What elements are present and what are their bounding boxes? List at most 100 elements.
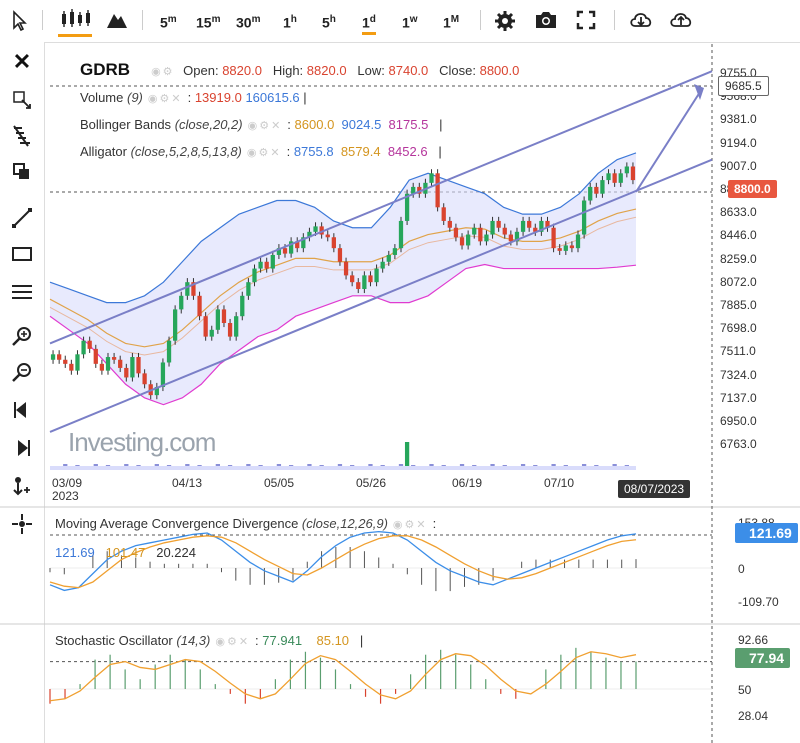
candle-body [172,309,178,341]
stoch-d-value: 85.10 [316,633,350,648]
date-tick: 05/05 [264,476,295,490]
cursor-icon[interactable] [12,10,28,32]
candle-body [600,180,605,194]
candle-body [539,220,544,232]
bollinger-mid-line [49,208,637,348]
close-icon[interactable]: ✕ [12,49,32,74]
alligator-line [49,216,637,356]
mountain-icon[interactable] [106,10,128,30]
stoch-label: Stochastic Oscillator [55,633,173,648]
price-tick: 8633.0 [720,205,757,220]
candle-body [288,241,294,254]
fullscreen-icon[interactable] [576,10,596,30]
year-label: 2023 [52,489,79,503]
candle-body [545,220,550,228]
timeframe-15m[interactable]: 15m [196,14,221,31]
candle-body [374,268,379,283]
close-value: 8800.0 [479,63,520,78]
camera-icon[interactable] [534,10,558,30]
copy-icon[interactable] [10,160,34,184]
candle-body [350,275,355,283]
legend-controls[interactable]: ◉⚙✕ [246,147,282,159]
macd-signal-line [49,535,637,589]
candle-body [496,220,501,228]
candle-body [87,340,92,349]
timeframe-30m[interactable]: 30m [236,14,261,31]
lock-icon[interactable] [10,512,34,536]
candle-body [508,234,514,242]
volume-label: Volume [80,90,124,105]
candle-body [81,340,86,355]
candle-body [118,359,123,368]
magnet-icon[interactable] [10,474,34,498]
legend-controls[interactable]: ◉⚙✕ [147,93,183,105]
timeframe-5h[interactable]: 5h [322,14,336,31]
macd-tick-bottom: -109.70 [738,595,779,609]
bb-params: (close,20,2) [174,117,243,132]
price-tick: 7885.0 [720,298,757,312]
candle-body [50,354,56,360]
candle-body [392,248,398,255]
price-tick: 8072.0 [720,274,757,289]
candle-body [331,237,336,249]
candle-body [276,248,282,255]
volume-ma-area [50,466,636,470]
bb-lower-value: 8175.5 [388,117,429,132]
stoch-tick-top: 92.66 [738,633,769,647]
candle-body [179,295,184,310]
candle-body [264,261,269,269]
macd-params: (close,12,26,9) [301,516,388,531]
watermark-logo: Investing.com [68,427,216,457]
candle-body [307,231,312,238]
prev-icon[interactable] [10,398,34,422]
alligator-teeth-value: 8579.4 [340,144,381,159]
timeframe-1h[interactable]: 1h [283,14,297,31]
candle-body [459,237,465,246]
timeframe-1w[interactable]: 1w [402,14,418,31]
download-icon[interactable] [628,8,654,32]
toolbar-separator [142,10,143,30]
legend-controls[interactable]: ◉⚙✕ [392,519,428,531]
candlestick-icon[interactable] [58,6,92,37]
candle-body [404,193,410,221]
candle-body [447,220,452,228]
candle-body [154,386,159,396]
candle-body [258,261,263,269]
candle-body [191,282,196,296]
bb-upper-value: 9024.5 [341,117,382,132]
price-tick: 8259.0 [720,251,757,266]
candle-body [435,173,440,208]
next-icon[interactable] [10,436,34,460]
candle-body [160,362,166,387]
volume-ma-value: 160615.6 [245,90,300,105]
trend-channel-lower [49,158,713,433]
gear-icon[interactable] [494,10,516,32]
price-tick: 7511.0 [720,344,756,359]
timeframe-1M[interactable]: 1M [443,14,460,31]
timeframe-5m[interactable]: 5m [160,14,177,31]
timeframe-1d[interactable]: 1d [362,8,376,35]
price-tick: 6950.0 [720,414,757,428]
zoom-out-icon[interactable] [10,360,34,384]
lines-icon[interactable] [10,280,34,304]
macd-hist-value: 20.224 [156,545,196,560]
macd-line-value: 121.69 [55,545,95,560]
candle-body [325,234,330,238]
trendline-icon[interactable] [10,206,34,230]
alligator-jaw-value: 8755.8 [293,144,334,159]
macd-legend: Moving Average Convergence Divergence (c… [55,516,437,531]
candle-body [203,316,208,337]
candle-body [588,186,593,201]
legend-controls[interactable]: ◉⚙ [151,66,175,78]
candle-body [295,241,300,249]
candle-body [313,226,318,232]
legend-controls[interactable]: ◉⚙✕ [247,120,283,132]
legend-controls[interactable]: ◉⚙✕ [215,636,251,648]
date-tick: 05/26 [356,476,387,490]
fibonacci-icon[interactable] [10,124,34,148]
crosshair-icon[interactable] [10,88,34,112]
rectangle-icon[interactable] [10,242,34,266]
zoom-in-icon[interactable] [10,324,34,348]
upload-icon[interactable] [668,8,694,32]
